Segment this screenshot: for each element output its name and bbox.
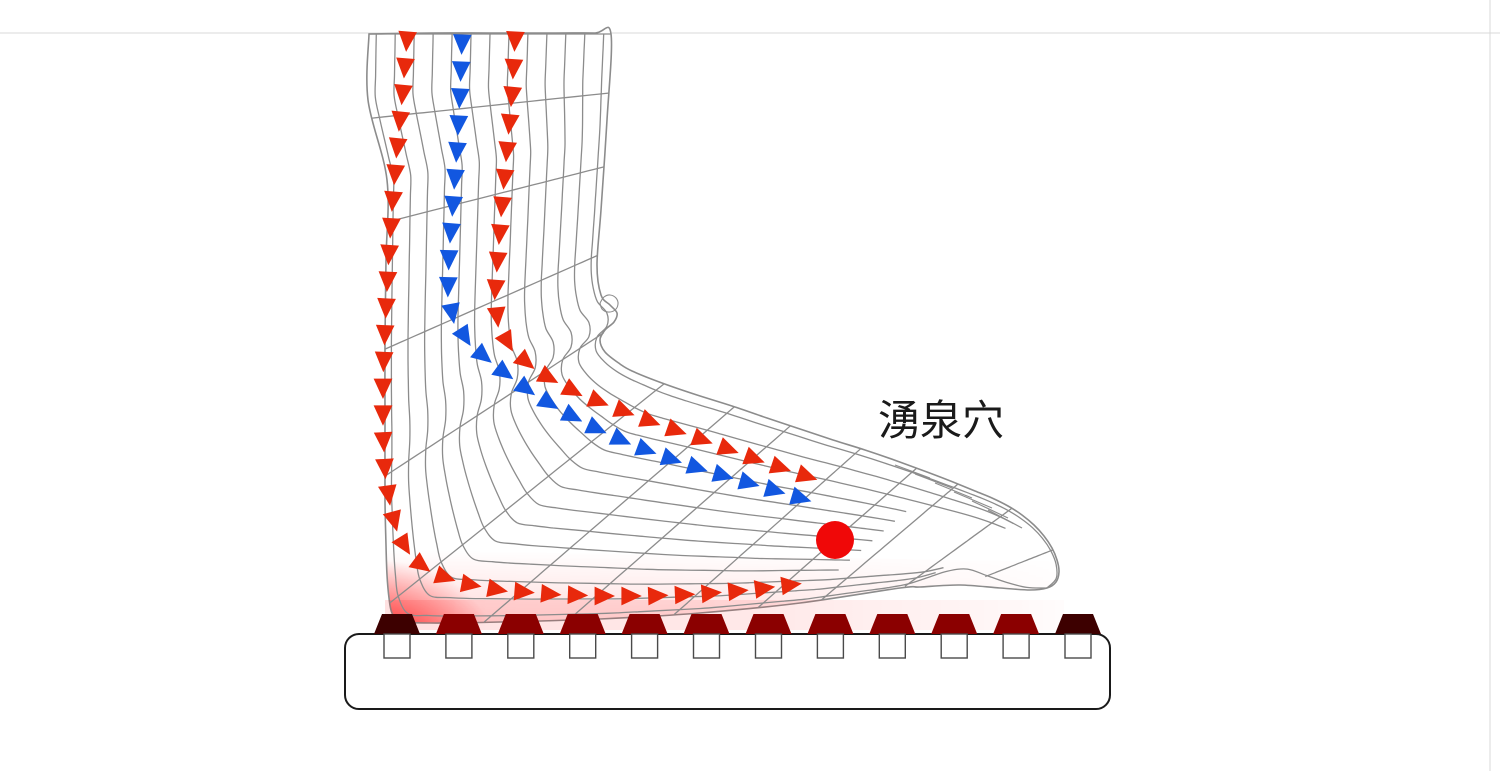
svg-text:湧泉穴: 湧泉穴 [878, 397, 1004, 444]
